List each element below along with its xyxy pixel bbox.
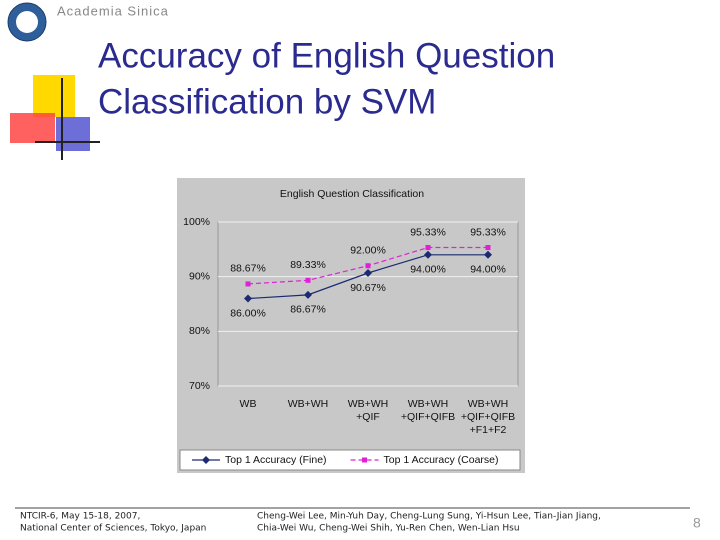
value-label: 89.33% (290, 259, 326, 271)
deco-red (10, 113, 55, 143)
value-label: 95.33% (470, 226, 506, 238)
value-label: 92.00% (350, 245, 386, 257)
legend (179, 449, 521, 471)
x-tick-label: WB+WH +QIF (348, 398, 389, 423)
x-tick-label: WB+WH (288, 398, 329, 410)
x-tick-label: WB+WH +QIF+QIFB +F1+F2 (461, 398, 515, 436)
authors: Chia-Wei Wu, Cheng-Wei Shih, Yu-Ren Chen… (257, 524, 520, 534)
legend-item: Top 1 Accuracy (Fine) (192, 454, 327, 466)
y-tick-label: 90% (189, 270, 210, 282)
marker (304, 290, 312, 299)
value-label: 95.33% (410, 226, 446, 238)
marker (485, 245, 491, 251)
marker (245, 281, 251, 287)
y-tick-label: 100% (183, 216, 210, 228)
y-tick-label: 80% (189, 325, 210, 337)
legend-label: Top 1 Accuracy (Fine) (225, 454, 327, 466)
authors: Cheng-Wei Lee, Min-Yuh Day, Cheng-Lung S… (257, 512, 601, 522)
marker (365, 263, 371, 269)
y-tick-label: 70% (189, 380, 210, 392)
marker (364, 269, 372, 278)
chart-title: English Question Classification (280, 188, 424, 200)
legend-marker (362, 457, 368, 463)
value-label: 86.67% (290, 304, 326, 316)
chart: 70% 80% 90% 100% WB WB+WH WB+WH +QIF WB+WH +QIF+Q… (179, 216, 521, 471)
deco-yellow (33, 75, 75, 117)
marker (484, 250, 492, 259)
marker (244, 294, 252, 303)
legend-item: Top 1 Accuracy (Coarse) (350, 454, 499, 466)
legend-label: Top 1 Accuracy (Coarse) (384, 454, 499, 466)
marker (424, 250, 432, 259)
plot-area (217, 221, 519, 387)
marker (425, 245, 431, 251)
event: NTCIR-6, May 15-18, 2007, (20, 512, 140, 522)
marker (305, 277, 311, 283)
value-label: 88.67% (230, 263, 266, 275)
organization: Academia Sinica (57, 3, 169, 18)
value-label: 94.00% (410, 264, 446, 276)
x-tick-label: WB+WH +QIF+QIFB (401, 398, 455, 423)
title: Classification by SVM (98, 82, 436, 121)
legend-marker (202, 456, 210, 464)
logo-inner (16, 11, 38, 33)
value-label: 94.00% (470, 264, 506, 276)
value-label: 86.00% (230, 307, 266, 319)
page-number: 8 (693, 515, 701, 531)
event: National Center of Sciences, Tokyo, Japa… (20, 524, 206, 534)
x-tick-label: WB (240, 398, 257, 410)
value-label: 90.67% (350, 282, 386, 294)
title: Accuracy of English Question (98, 36, 555, 75)
